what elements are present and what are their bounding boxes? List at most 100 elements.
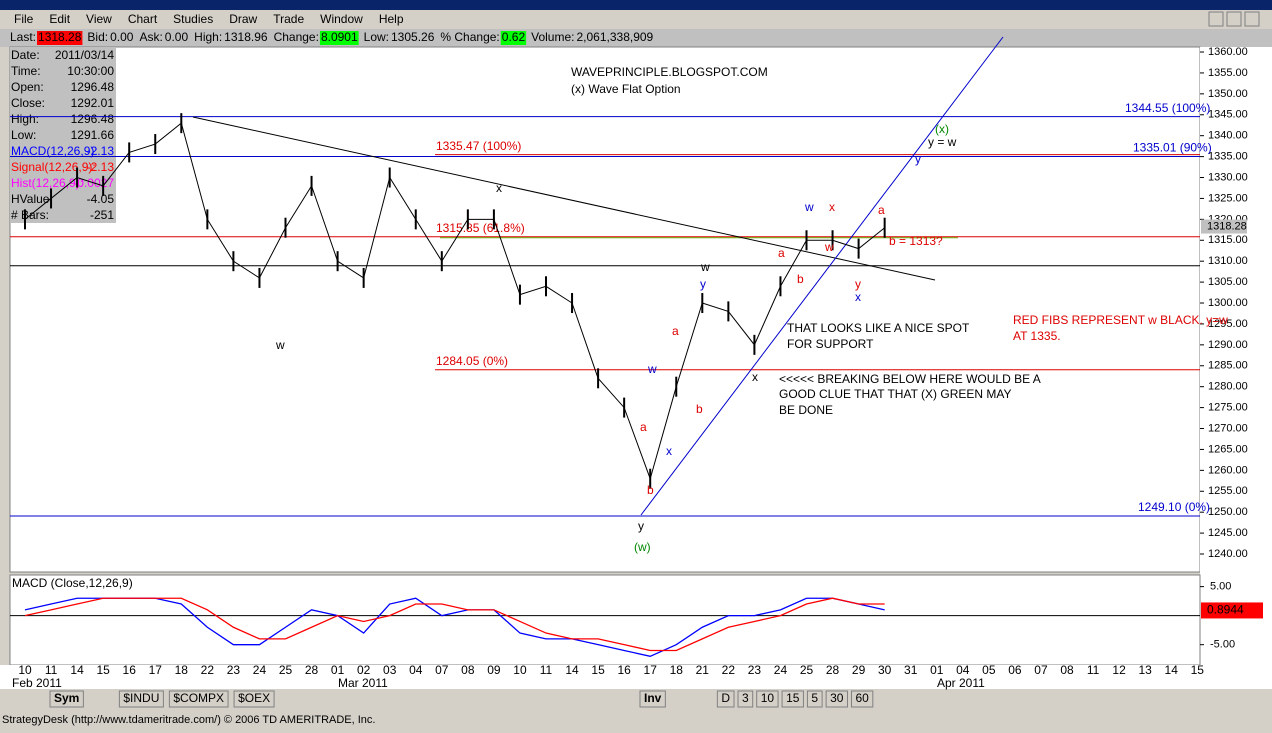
menu-item[interactable]: Studies <box>173 12 213 26</box>
quote-value: 0.00 <box>165 30 189 44</box>
info-label: Open: <box>11 80 44 94</box>
annotation: AT 1335. <box>1013 329 1061 343</box>
x-tick-label: 15 <box>96 663 110 677</box>
level-label: 1335.47 (100%) <box>436 139 521 153</box>
symbol-tab[interactable] <box>118 690 164 708</box>
menu-item[interactable]: Chart <box>128 12 158 26</box>
minimize-button[interactable] <box>1208 11 1224 27</box>
menu-item[interactable]: File <box>14 12 34 26</box>
symbol-tab[interactable] <box>168 690 229 708</box>
info-value: 1292.01 <box>71 96 115 110</box>
x-tick-label: 01 <box>930 663 944 677</box>
period-label[interactable]: 5 <box>811 691 818 705</box>
menu-item[interactable]: Edit <box>49 12 70 26</box>
x-tick-label: 21 <box>696 663 710 677</box>
period-button[interactable] <box>756 690 779 708</box>
macd-tick-label: -5.00 <box>1210 639 1235 651</box>
x-tick-label: 10 <box>18 663 32 677</box>
quote-label: Volume: <box>531 30 574 44</box>
period-label[interactable]: Inv <box>644 691 662 705</box>
info-value: -2.13 <box>87 160 115 174</box>
x-tick-label: 23 <box>748 663 762 677</box>
annotation: RED FIBS REPRESENT w BLACK. y=w <box>1013 313 1228 327</box>
symbol-tab-label[interactable]: $OEX <box>238 691 270 705</box>
y-tick-label: 1270.00 <box>1208 422 1248 434</box>
level-label: 1249.10 (0%) <box>1138 500 1210 514</box>
annotation: x <box>855 290 861 304</box>
menu-item[interactable]: View <box>86 12 112 26</box>
x-tick-label: 10 <box>513 663 527 677</box>
period-label[interactable]: D <box>721 691 730 705</box>
annotation: a <box>778 246 785 260</box>
y-tick-label: 1350.00 <box>1208 88 1248 100</box>
annotation: (x) Wave Flat Option <box>571 82 681 96</box>
menu-item[interactable]: Draw <box>229 12 257 26</box>
info-label: Low: <box>11 128 36 142</box>
period-label[interactable]: 60 <box>855 691 869 705</box>
annotation: (x) <box>935 122 949 136</box>
y-tick-label: 1255.00 <box>1208 485 1248 497</box>
quote-label: Bid: <box>87 30 108 44</box>
y-tick-label: 1360.00 <box>1208 46 1248 58</box>
x-tick-label: 14 <box>70 663 84 677</box>
menu-item[interactable]: Window <box>320 12 363 26</box>
window-frame <box>0 0 1272 10</box>
annotation: b <box>797 272 804 286</box>
annotation: w <box>700 260 710 274</box>
period-button[interactable] <box>825 690 848 708</box>
annotation: b <box>696 402 703 416</box>
window-buttons <box>1208 11 1260 27</box>
x-tick-label: 17 <box>149 663 163 677</box>
period-button[interactable] <box>716 690 735 708</box>
info-value: -4.05 <box>87 192 115 206</box>
x-tick-label: 16 <box>617 663 631 677</box>
last-price-box <box>1201 219 1247 234</box>
close-button[interactable] <box>1244 11 1260 27</box>
period-button[interactable] <box>737 690 754 708</box>
annotation: y <box>700 277 706 291</box>
restore-button[interactable] <box>1226 11 1242 27</box>
quote-value: 1318.96 <box>224 30 268 44</box>
x-tick-label: 09 <box>487 663 501 677</box>
period-label[interactable]: 10 <box>761 691 775 705</box>
period-label[interactable]: 15 <box>786 691 800 705</box>
annotation: w <box>804 200 814 214</box>
x-tick-label: 11 <box>540 663 553 677</box>
annotation: THAT LOOKS LIKE A NICE SPOT <box>787 321 970 335</box>
annotation: WAVEPRINCIPLE.BLOGSPOT.COM <box>571 65 768 79</box>
y-axis-pane <box>1200 47 1272 665</box>
quote-value: 0.00 <box>110 30 134 44</box>
info-label: HValue: <box>11 192 53 206</box>
x-tick-label: 25 <box>800 663 814 677</box>
symbol-tab-label[interactable]: $COMPX <box>173 691 224 705</box>
period-label[interactable]: 3 <box>742 691 749 705</box>
period-button[interactable] <box>806 690 823 708</box>
x-tick-label: 07 <box>435 663 449 677</box>
month-label: Apr 2011 <box>937 676 985 690</box>
info-label: Signal(12,26,9): <box>11 160 96 174</box>
symbol-tab[interactable] <box>233 690 275 708</box>
menu-item[interactable]: Help <box>379 12 404 26</box>
period-label[interactable]: 30 <box>830 691 844 705</box>
annotation: <<<<< BREAKING BELOW HERE WOULD BE A <box>779 372 1041 386</box>
x-tick-label: 28 <box>826 663 840 677</box>
info-value: -2.13 <box>87 144 115 158</box>
period-button[interactable] <box>781 690 804 708</box>
menu-item[interactable]: Trade <box>273 12 304 26</box>
quote-value-box <box>319 31 359 45</box>
annotation: x <box>752 370 758 384</box>
symbol-tab[interactable] <box>49 690 84 708</box>
period-button[interactable] <box>850 690 874 708</box>
symbol-tab-label[interactable]: Sym <box>54 691 79 705</box>
annotation: BE DONE <box>779 403 833 417</box>
symbol-tab-label[interactable]: $INDU <box>123 691 159 705</box>
price-pane <box>9 46 1201 573</box>
macd-line <box>24 597 885 657</box>
x-axis-pane <box>0 665 1272 689</box>
x-tick-label: 06 <box>1008 663 1022 677</box>
info-value: 1296.48 <box>71 80 115 94</box>
period-button[interactable] <box>639 690 666 708</box>
x-tick-label: 23 <box>227 663 241 677</box>
macd-last-label: 0.8944 <box>1207 603 1244 617</box>
y-tick-label: 1250.00 <box>1208 506 1248 518</box>
